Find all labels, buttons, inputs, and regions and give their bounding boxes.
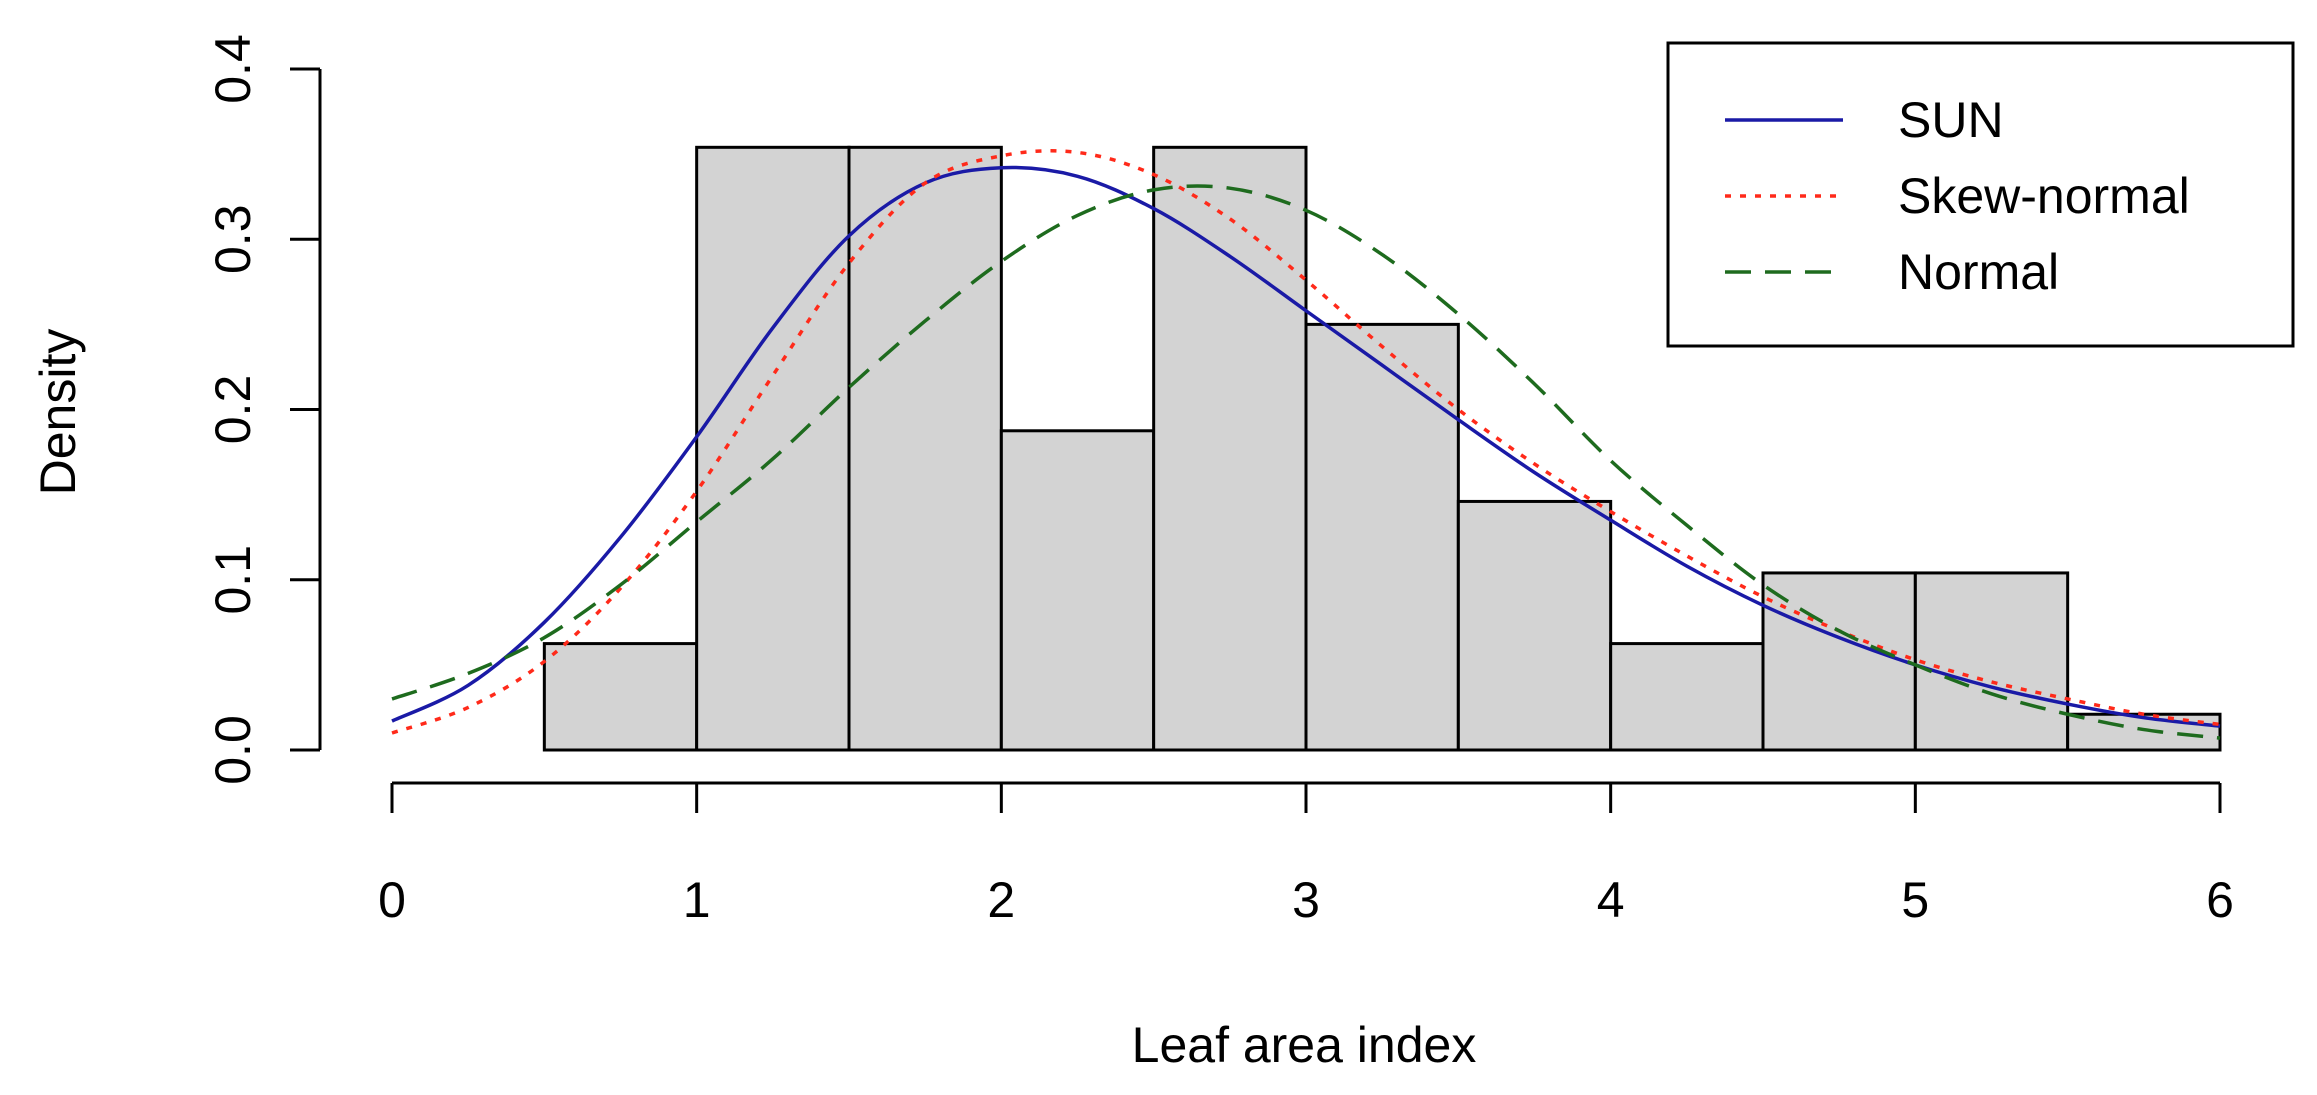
y-tick-label: 0.4 (205, 34, 261, 104)
x-tick-label: 5 (1901, 872, 1929, 928)
histogram-bar (1304, 322, 1460, 752)
y-tick-label: 0.0 (205, 715, 261, 785)
legend-box (1666, 41, 2295, 348)
density-curve-skew-normal (391, 149, 2221, 735)
density-curves (391, 149, 2221, 740)
legend-label: Skew-normal (1898, 168, 2190, 224)
histogram-bar (1913, 571, 2070, 752)
histogram-bars (542, 145, 2222, 752)
x-tick-label: 0 (378, 872, 406, 928)
y-tick-label: 0.2 (205, 375, 261, 445)
histogram-bar (1609, 642, 1765, 752)
x-axis-label: Leaf area index (1132, 1017, 1477, 1073)
histogram-bar (1456, 499, 1613, 752)
y-tick-label: 0.1 (205, 545, 261, 615)
x-tick-label: 4 (1597, 872, 1625, 928)
legend: SUN Skew-normal Normal (1666, 41, 2295, 348)
legend-label: Normal (1898, 244, 2059, 300)
histogram-bar (695, 145, 851, 752)
histogram-bar (847, 145, 1003, 752)
y-axis-label: Density (30, 329, 86, 496)
histogram-bar (542, 642, 699, 752)
x-tick-label: 1 (683, 872, 711, 928)
histogram-bar (999, 429, 1156, 752)
density-curve-normal (391, 184, 2221, 740)
x-tick-label: 6 (2206, 872, 2234, 928)
histogram-bar (1761, 571, 1917, 752)
y-tick-label: 0.3 (205, 204, 261, 274)
x-tick-label: 3 (1292, 872, 1320, 928)
density-curve-sun (391, 165, 2221, 728)
x-tick-label: 2 (987, 872, 1015, 928)
axes: 0 1 2 3 4 5 6 0.0 0.1 0.2 0.3 0.4 (205, 34, 2234, 928)
histogram-bar (1152, 145, 1308, 752)
legend-label: SUN (1898, 92, 2004, 148)
histogram-bar (2066, 712, 2222, 752)
